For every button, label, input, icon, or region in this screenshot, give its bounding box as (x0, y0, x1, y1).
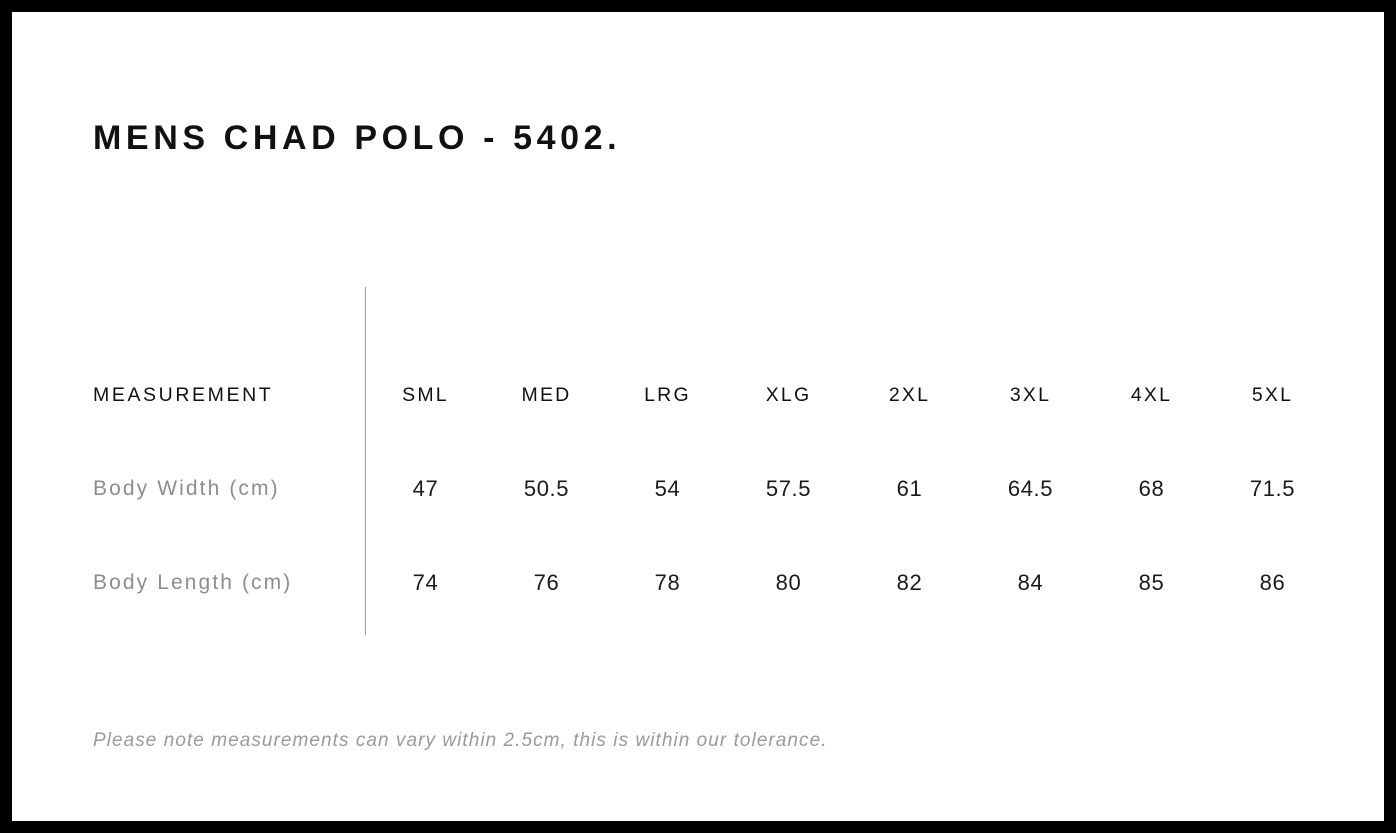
cell-body-width-2xl: 61 (896, 476, 923, 501)
cell-body-width-med: 50.5 (523, 476, 570, 501)
column-header-measurement: MEASUREMENT (93, 383, 274, 406)
cell-body-length-lrg: 78 (654, 570, 681, 595)
row-label-body-length: Body Length (cm) (93, 571, 293, 594)
cell-body-width-sml: 47 (412, 476, 439, 501)
table-body: Body Width (cm) 47 50.5 54 57.5 61 64.5 … (93, 442, 1333, 630)
column-header-xlg: XLG (765, 383, 812, 406)
cell-body-length-sml: 74 (412, 570, 439, 595)
size-chart-frame: MENS CHAD POLO - 5402. MEASUREMENT SML M… (12, 12, 1384, 821)
column-header-5xl: 5XL (1251, 383, 1294, 406)
cell-body-length-4xl: 85 (1138, 570, 1165, 595)
column-header-4xl: 4XL (1130, 383, 1173, 406)
cell-body-width-4xl: 68 (1138, 476, 1165, 501)
cell-body-length-3xl: 84 (1017, 570, 1044, 595)
column-header-2xl: 2XL (888, 383, 931, 406)
table-row: Body Length (cm) 74 76 78 80 82 84 85 86 (93, 536, 1333, 630)
cell-body-width-5xl: 71.5 (1249, 476, 1296, 501)
cell-body-width-3xl: 64.5 (1007, 476, 1054, 501)
table-head: MEASUREMENT SML MED LRG XLG 2XL 3XL 4XL … (93, 348, 1333, 442)
cell-body-width-xlg: 57.5 (765, 476, 812, 501)
cell-body-length-med: 76 (533, 570, 560, 595)
cell-body-length-5xl: 86 (1259, 570, 1286, 595)
table-header-row: MEASUREMENT SML MED LRG XLG 2XL 3XL 4XL … (93, 348, 1333, 442)
table-row: Body Width (cm) 47 50.5 54 57.5 61 64.5 … (93, 442, 1333, 536)
tolerance-footnote: Please note measurements can vary within… (93, 730, 828, 751)
table-vertical-divider (365, 287, 366, 635)
cell-body-length-2xl: 82 (896, 570, 923, 595)
cell-body-width-lrg: 54 (654, 476, 681, 501)
column-header-3xl: 3XL (1009, 383, 1052, 406)
size-measurement-table: MEASUREMENT SML MED LRG XLG 2XL 3XL 4XL … (93, 348, 1333, 630)
page-title: MENS CHAD POLO - 5402. (93, 119, 622, 157)
column-header-sml: SML (402, 383, 449, 406)
column-header-med: MED (521, 383, 572, 406)
row-label-body-width: Body Width (cm) (93, 477, 280, 500)
cell-body-length-xlg: 80 (775, 570, 802, 595)
column-header-lrg: LRG (644, 383, 691, 406)
